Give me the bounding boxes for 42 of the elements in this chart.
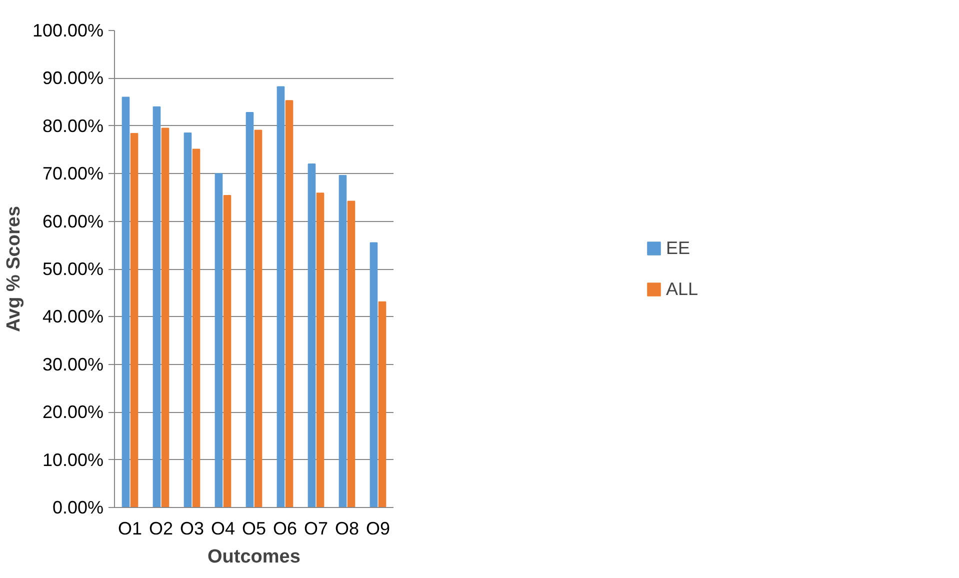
legend-label: EE [666, 238, 690, 258]
x-tick-label: O9 [366, 518, 390, 538]
legend-label: ALL [666, 278, 698, 300]
x-tick-label: O3 [180, 518, 204, 538]
bar [161, 128, 170, 508]
x-tick-label: O5 [242, 518, 266, 538]
bar [122, 96, 130, 508]
y-axis-title: Avg % Scores [3, 206, 24, 332]
bar [223, 195, 232, 508]
bar [246, 112, 254, 508]
bar [285, 100, 294, 508]
bar [276, 86, 285, 508]
x-tick-label: O8 [334, 518, 360, 538]
y-tick-label: 90.00% [42, 68, 104, 88]
y-tick-label: 40.00% [42, 306, 104, 327]
bar [214, 173, 223, 508]
y-tick-label: 50.00% [42, 259, 104, 279]
x-tick-label: O2 [148, 518, 174, 538]
x-axis-title: Outcomes [208, 546, 300, 568]
y-tick-label: 60.00% [42, 211, 104, 232]
x-tick-label: O1 [118, 518, 142, 538]
bar [316, 192, 324, 508]
y-tick-label: 0.00% [52, 498, 104, 518]
bar [184, 132, 192, 508]
bar [152, 106, 161, 508]
x-tick-label: O7 [304, 518, 328, 538]
bar [254, 130, 262, 508]
bar [130, 133, 138, 508]
x-tick-label: O6 [272, 518, 298, 538]
x-tick-label: O4 [210, 518, 236, 538]
y-tick-label: 10.00% [42, 450, 104, 470]
bar [338, 175, 347, 508]
y-tick-label: 100.00% [32, 20, 104, 40]
bar [370, 242, 378, 508]
y-tick-label: 30.00% [42, 354, 104, 374]
y-tick-label: 80.00% [42, 116, 104, 136]
bar [192, 148, 200, 508]
bar [378, 301, 386, 508]
y-tick-label: 70.00% [42, 164, 104, 184]
bar [347, 200, 356, 508]
y-tick-label: 20.00% [42, 402, 104, 422]
bar [308, 164, 316, 508]
